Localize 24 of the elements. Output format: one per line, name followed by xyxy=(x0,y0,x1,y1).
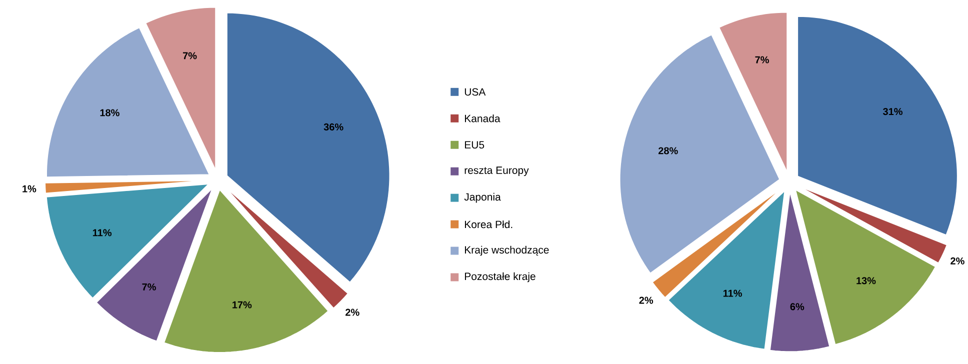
data-label: 31% xyxy=(883,108,902,116)
data-label: 2% xyxy=(639,296,654,304)
data-label: 18% xyxy=(100,109,120,116)
legend-label: USA xyxy=(464,88,486,96)
legend-label: Pozostałe kraje xyxy=(464,272,536,282)
legend-label: EU5 xyxy=(464,141,484,149)
legend-label: reszta Europy xyxy=(464,166,529,176)
legend-label: Kraje wschodzące xyxy=(464,246,549,256)
data-label: 7% xyxy=(142,284,156,291)
legend-label: Korea Płd. xyxy=(464,220,512,228)
data-label: 2% xyxy=(346,308,360,316)
data-label: 2% xyxy=(950,258,964,265)
data-label: 6% xyxy=(790,303,804,310)
data-label: 36% xyxy=(324,124,344,131)
data-label: 7% xyxy=(755,56,769,64)
data-label: 17% xyxy=(232,301,252,308)
data-label: 7% xyxy=(182,52,197,60)
data-label: 11% xyxy=(92,229,112,236)
data-label: 1% xyxy=(22,185,36,192)
data-label: 28% xyxy=(658,147,678,154)
legend-label: Kanada xyxy=(464,114,500,122)
data-label: 11% xyxy=(723,290,742,297)
legend-label: Japonia xyxy=(464,193,501,203)
data-label: 13% xyxy=(856,277,876,284)
